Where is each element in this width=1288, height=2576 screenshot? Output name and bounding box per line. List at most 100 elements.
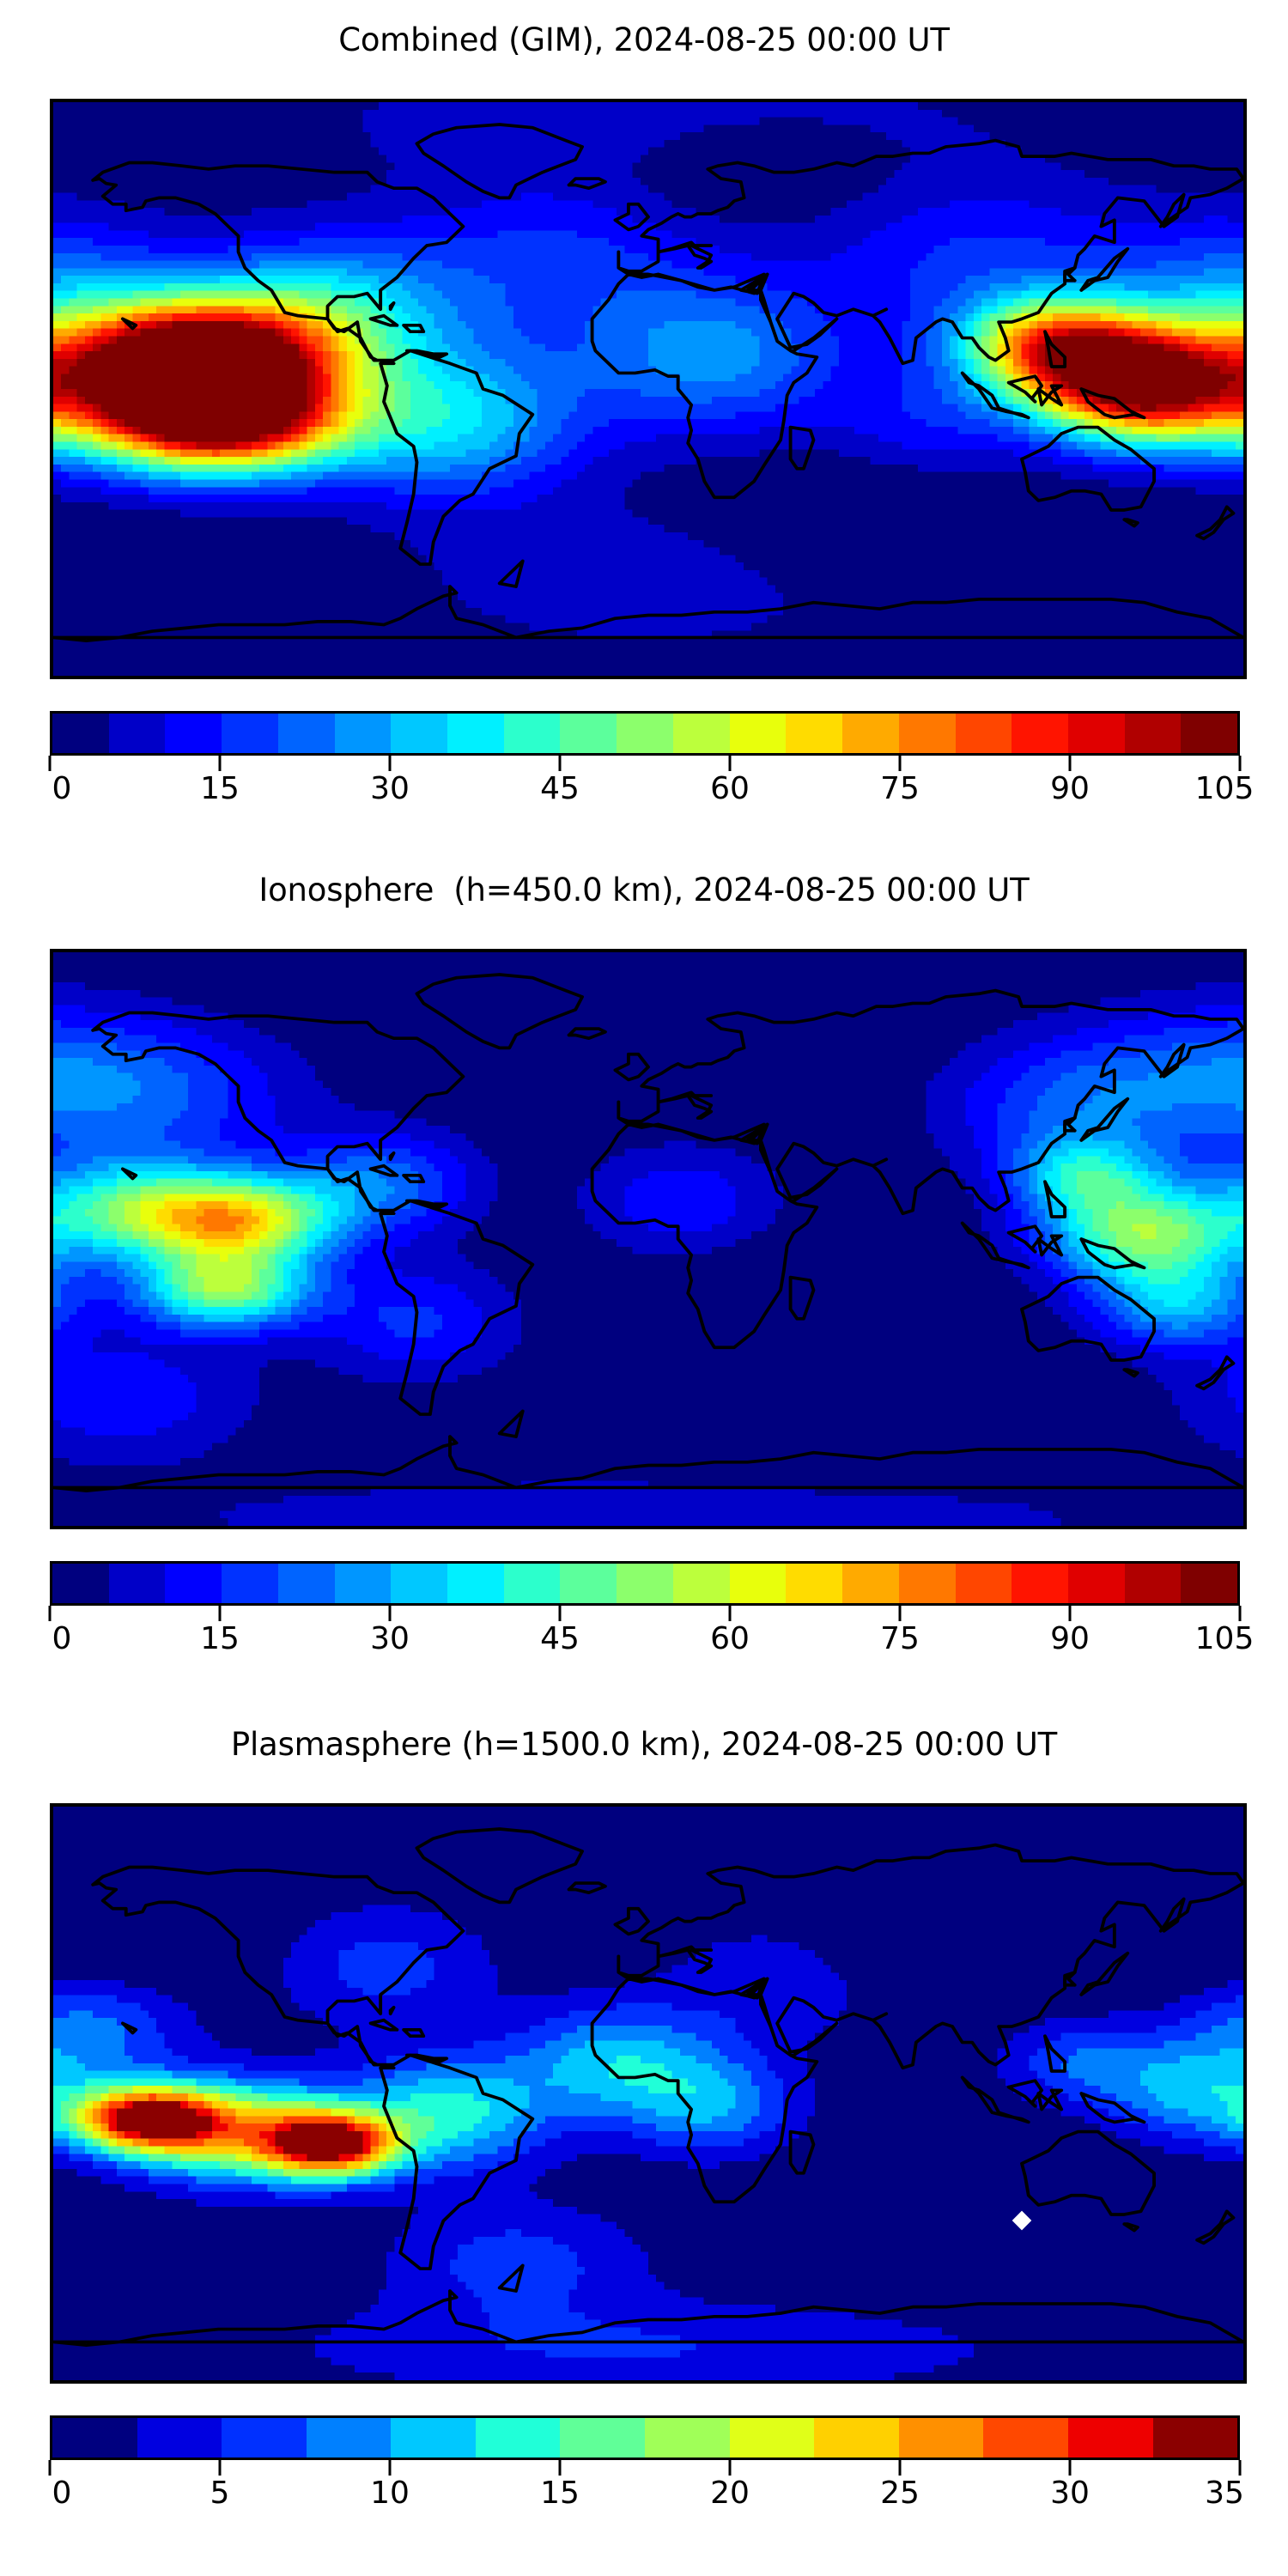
coastlines [53, 123, 1243, 643]
colorbar-tick-label: 0 [52, 771, 72, 806]
colorbar-band-4 [391, 2418, 476, 2458]
colorbar-tick-label: 30 [1050, 2476, 1090, 2511]
colorbar-band-14 [842, 714, 899, 753]
colorbar-tick [388, 756, 392, 771]
tec-field [53, 952, 1243, 1526]
colorbar-band-0 [52, 1564, 109, 1603]
colorbar-tick [728, 1606, 732, 1621]
colorbar-band-15 [898, 714, 956, 753]
colorbar-band-11 [672, 714, 730, 753]
map-canvas-combined [53, 102, 1243, 676]
colorbar-band-7 [645, 2418, 730, 2458]
colorbar-labels-ionosphere: 0 15 30 45 60 75 90 105 [50, 1621, 1255, 1659]
colorbar-band-12 [729, 1564, 787, 1603]
map-combined-gim [50, 99, 1247, 679]
colorbar-tick-label: 15 [540, 2476, 580, 2511]
tec-field [53, 102, 1243, 676]
colorbar-tick-label: 0 [52, 1621, 72, 1656]
colorbar-band-16 [955, 1564, 1012, 1603]
colorbar-tick [728, 2460, 732, 2476]
colorbar-tick [218, 1606, 222, 1621]
colorbar-tick-label: 60 [710, 1621, 750, 1656]
colorbar-band-13 [786, 714, 843, 753]
colorbar-tick-label: 30 [370, 1621, 410, 1656]
colorbar-band-12 [1067, 2418, 1153, 2458]
map-canvas-ionosphere [53, 952, 1243, 1526]
coastlines [53, 973, 1243, 1493]
colorbar-band-13 [786, 1564, 843, 1603]
colorbar-tick-label: 60 [710, 771, 750, 806]
panel-title-plasmasphere: Plasmasphere (h=1500.0 km), 2024-08-25 0… [230, 1726, 1058, 1763]
colorbar-band-1 [137, 2418, 222, 2458]
colorbar-band-3 [306, 2418, 392, 2458]
colorbar-ticks-ionosphere [48, 1606, 1242, 1621]
colorbar-band-20 [1181, 1564, 1238, 1603]
colorbar-tick [558, 756, 562, 771]
colorbar-band-5 [334, 714, 392, 753]
colorbar-tick [558, 2460, 562, 2476]
colorbar-band-17 [1012, 714, 1068, 753]
colorbar-tick-label: 15 [200, 1621, 240, 1656]
colorbar-band-8 [503, 1564, 561, 1603]
colorbar-tick-label: 20 [710, 2476, 750, 2511]
map-canvas-plasmasphere [53, 1807, 1243, 2380]
colorbar-band-5 [475, 2418, 561, 2458]
colorbar-band-18 [1067, 714, 1125, 753]
colorbar-band-16 [955, 714, 1012, 753]
colorbar-band-9 [560, 1564, 617, 1603]
colorbar-tick [388, 1606, 392, 1621]
colorbar-tick [1068, 756, 1072, 771]
colorbar-tick [1068, 2460, 1072, 2476]
colorbar-tick-label: 0 [52, 2476, 72, 2511]
panel-title-combined: Combined (GIM), 2024-08-25 00:00 UT [338, 21, 950, 58]
colorbar-band-2 [222, 2418, 307, 2458]
colorbar-band-4 [277, 1564, 335, 1603]
colorbar-tick [48, 2460, 52, 2476]
map-plasmasphere [50, 1803, 1247, 2384]
colorbar-tick-label: 10 [370, 2476, 410, 2511]
colorbar-band-3 [222, 1564, 278, 1603]
colorbar-band-7 [447, 714, 504, 753]
colorbar-band-0 [52, 714, 109, 753]
colorbar-band-8 [503, 714, 561, 753]
colorbar-tick-label: 105 [1194, 771, 1255, 806]
colorbar-tick [1068, 1606, 1072, 1621]
colorbar-band-9 [814, 2418, 899, 2458]
colorbar-tick-label: 75 [880, 1621, 920, 1656]
colorbar-band-15 [898, 1564, 956, 1603]
colorbar-tick [48, 1606, 52, 1621]
colorbar-band-0 [52, 2418, 137, 2458]
colorbar-plasmasphere: 0 5 10 15 20 25 30 35 [48, 2415, 1244, 2513]
colorbar-band-17 [1012, 1564, 1068, 1603]
colorbar-band-11 [983, 2418, 1068, 2458]
colorbar-tick [558, 1606, 562, 1621]
coastlines [53, 1827, 1243, 2348]
colorbar-strip-plasmasphere [50, 2415, 1240, 2460]
colorbar-strip-ionosphere [50, 1561, 1240, 1606]
colorbar-tick [388, 2460, 392, 2476]
colorbar-band-20 [1181, 714, 1238, 753]
colorbar-band-14 [842, 1564, 899, 1603]
colorbar-band-13 [1152, 2418, 1238, 2458]
colorbar-band-10 [617, 714, 673, 753]
colorbar-band-5 [334, 1564, 392, 1603]
colorbar-band-8 [729, 2418, 815, 2458]
colorbar-tick [898, 756, 902, 771]
colorbar-band-9 [560, 714, 617, 753]
colorbar-band-6 [391, 1564, 448, 1603]
colorbar-labels-combined: 0 15 30 45 60 75 90 105 [50, 771, 1255, 809]
colorbar-labels-plasmasphere: 0 5 10 15 20 25 30 35 [50, 2476, 1244, 2513]
colorbar-band-12 [729, 714, 787, 753]
colorbar-band-1 [108, 714, 166, 753]
colorbar-tick-label: 25 [880, 2476, 920, 2511]
colorbar-tick-label: 15 [200, 771, 240, 806]
colorbar-strip-combined [50, 711, 1240, 756]
colorbar-ticks-plasmasphere [48, 2460, 1242, 2476]
colorbar-ticks-combined [48, 756, 1242, 771]
colorbar-band-4 [277, 714, 335, 753]
colorbar-band-3 [222, 714, 278, 753]
colorbar-band-6 [560, 2418, 646, 2458]
colorbar-band-1 [108, 1564, 166, 1603]
panel-title-ionosphere: Ionosphere (h=450.0 km), 2024-08-25 00:0… [258, 872, 1030, 908]
